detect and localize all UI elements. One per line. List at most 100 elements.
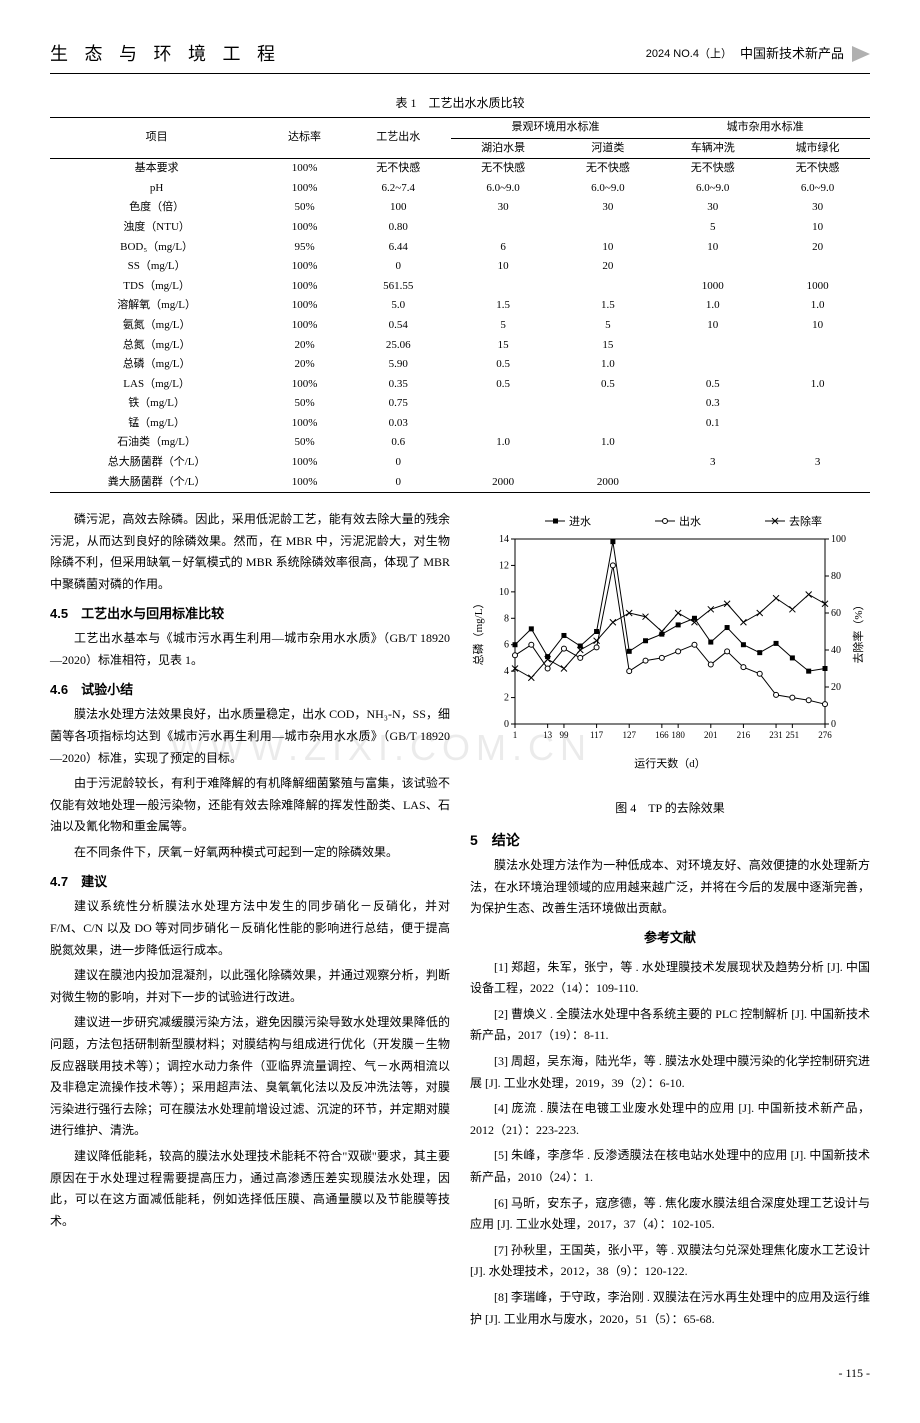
table-cell: 0 <box>346 473 451 493</box>
table-cell: LAS（mg/L） <box>50 375 263 395</box>
para: 工艺出水基本与《城市污水再生利用—城市杂用水水质》（GB/T 18920—202… <box>50 628 450 671</box>
table-cell <box>765 355 870 375</box>
table-cell: 总大肠菌群（个/L） <box>50 453 263 473</box>
table-cell: 20 <box>765 238 870 258</box>
page-number: - 115 - <box>50 1364 870 1383</box>
table-cell: 色度（倍） <box>50 198 263 218</box>
table-cell: 100% <box>263 277 346 297</box>
table-cell: 5.0 <box>346 296 451 316</box>
svg-text:117: 117 <box>590 730 604 740</box>
right-column: 0246810121402040608010011399117127166180… <box>470 509 870 1334</box>
svg-text:6: 6 <box>504 640 509 651</box>
table-cell: 100% <box>263 453 346 473</box>
svg-text:60: 60 <box>831 608 841 619</box>
svg-text:总磷（mg/L）: 总磷（mg/L） <box>471 598 485 666</box>
journal-name: 中国新技术新产品 <box>740 44 844 65</box>
svg-text:180: 180 <box>671 730 685 740</box>
table-cell: 总氮（mg/L） <box>50 336 263 356</box>
th-lake: 湖泊水景 <box>451 138 556 159</box>
table-cell <box>765 257 870 277</box>
table-cell: 0.54 <box>346 316 451 336</box>
table-cell <box>765 414 870 434</box>
table-cell: 0.5 <box>660 375 765 395</box>
references-list: [1] 郑超，朱军，张宁，等 . 水处理膜技术发展现状及趋势分析 [J]. 中国… <box>470 957 870 1331</box>
table-cell: 6.0~9.0 <box>451 179 556 199</box>
para: 建议系统性分析膜法水处理方法中发生的同步硝化－反硝化，并对 F/M、C/N 以及… <box>50 896 450 961</box>
table-cell: 6.0~9.0 <box>556 179 661 199</box>
table-cell <box>556 394 661 414</box>
table-row: LAS（mg/L）100%0.350.50.50.51.0 <box>50 375 870 395</box>
table-cell: 6 <box>451 238 556 258</box>
table-cell: 无不快感 <box>451 159 556 179</box>
references-title: 参考文献 <box>470 928 870 949</box>
th-green: 城市绿化 <box>765 138 870 159</box>
table-cell: 浊度（NTU） <box>50 218 263 238</box>
svg-text:1: 1 <box>513 730 518 740</box>
table-cell: 1.0 <box>765 296 870 316</box>
table-cell: 0.3 <box>660 394 765 414</box>
svg-text:14: 14 <box>499 534 509 545</box>
table-row: 锰（mg/L）100%0.030.1 <box>50 414 870 434</box>
th-urban: 城市杂用水标准 <box>660 117 870 138</box>
heading-4-7: 4.7 建议 <box>50 872 450 893</box>
para: 建议进一步研究减缓膜污染方法，避免因膜污染导致水处理效果降低的问题，方法包括研制… <box>50 1012 450 1142</box>
table-cell: 3 <box>765 453 870 473</box>
table-cell: 基本要求 <box>50 159 263 179</box>
svg-text:12: 12 <box>499 561 509 572</box>
svg-text:13: 13 <box>543 730 553 740</box>
table-cell: 50% <box>263 198 346 218</box>
table-cell: 0 <box>346 453 451 473</box>
table-cell: 30 <box>556 198 661 218</box>
table-cell: 100% <box>263 473 346 493</box>
table-cell: 100% <box>263 296 346 316</box>
table-cell: 50% <box>263 433 346 453</box>
para: 在不同条件下，厌氧－好氧两种模式可起到一定的除磷效果。 <box>50 842 450 864</box>
table-cell: 1.5 <box>451 296 556 316</box>
svg-text:99: 99 <box>559 730 569 740</box>
svg-text:80: 80 <box>831 571 841 582</box>
table-cell <box>556 218 661 238</box>
table-cell: 10 <box>556 238 661 258</box>
table-cell <box>451 218 556 238</box>
table-cell <box>660 473 765 493</box>
table-row: TDS（mg/L）100%561.5510001000 <box>50 277 870 297</box>
table-cell: 3 <box>660 453 765 473</box>
table-cell <box>765 433 870 453</box>
th-process: 工艺出水 <box>346 117 451 158</box>
svg-text:231: 231 <box>769 730 783 740</box>
table-row: 溶解氧（mg/L）100%5.01.51.51.01.0 <box>50 296 870 316</box>
para: 由于污泥龄较长，有利于难降解的有机降解细菌繁殖与富集，该试验不仅能有效地处理一般… <box>50 773 450 838</box>
heading-5: 5 结论 <box>470 829 870 851</box>
issue-label: 2024 NO.4（上） <box>646 46 732 64</box>
table-cell <box>451 394 556 414</box>
table-cell: 1.5 <box>556 296 661 316</box>
table-cell: 6.0~9.0 <box>765 179 870 199</box>
table-cell: 1.0 <box>451 433 556 453</box>
table-cell <box>451 453 556 473</box>
table-cell: 30 <box>451 198 556 218</box>
table-cell: 10 <box>765 218 870 238</box>
th-river: 河道类 <box>556 138 661 159</box>
table-cell: 铁（mg/L） <box>50 394 263 414</box>
table-cell <box>660 336 765 356</box>
svg-text:0: 0 <box>831 719 836 730</box>
table-cell: 100% <box>263 179 346 199</box>
svg-text:20: 20 <box>831 682 841 693</box>
table-row: 总大肠菌群（个/L）100%0 33 <box>50 453 870 473</box>
svg-text:去除率: 去除率 <box>789 514 822 528</box>
table-row: 色度（倍）50%10030303030 <box>50 198 870 218</box>
table-cell: 2000 <box>451 473 556 493</box>
table-cell: SS（mg/L） <box>50 257 263 277</box>
heading-4-5: 4.5 工艺出水与回用标准比较 <box>50 604 450 625</box>
table-cell: 0.5 <box>556 375 661 395</box>
table-cell: 1.0 <box>660 296 765 316</box>
reference-item: [6] 马昕，安东子，寇彦德，等 . 焦化废水膜法组合深度处理工艺设计与应用 [… <box>470 1193 870 1236</box>
table-cell <box>556 453 661 473</box>
svg-text:2: 2 <box>504 693 509 704</box>
th-item: 项目 <box>50 117 263 158</box>
table-cell: 5 <box>556 316 661 336</box>
reference-item: [3] 周超，吴东海，陆光华，等 . 膜法水处理中膜污染的化学控制研究进展 [J… <box>470 1051 870 1094</box>
table-row: 氨氮（mg/L）100%0.54551010 <box>50 316 870 336</box>
svg-text:4: 4 <box>504 666 509 677</box>
table-header-row: 项目 达标率 工艺出水 景观环境用水标准 城市杂用水标准 <box>50 117 870 138</box>
